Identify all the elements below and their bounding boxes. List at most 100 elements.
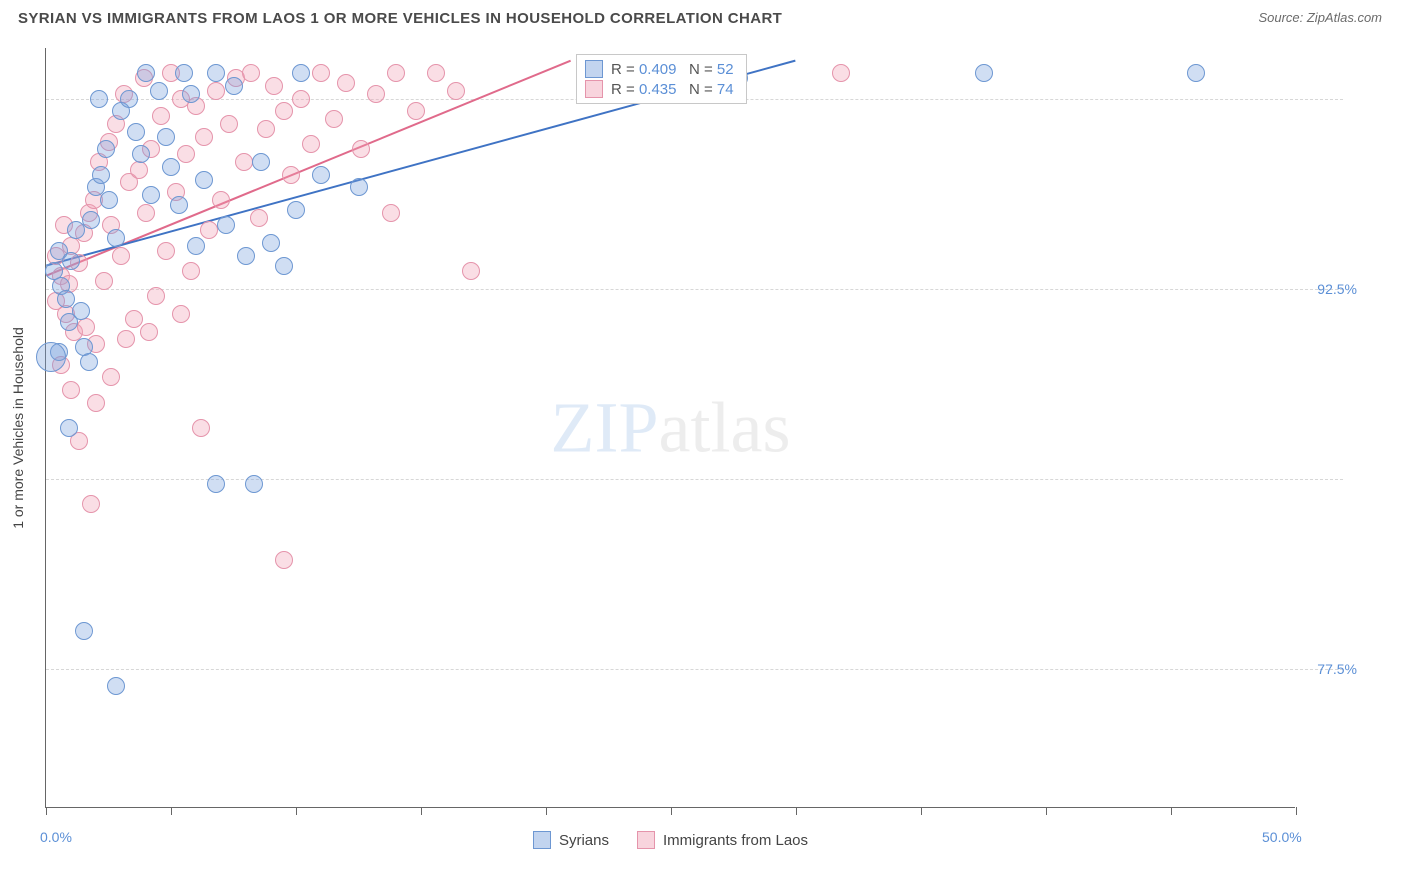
data-point: [250, 209, 268, 227]
data-point: [212, 191, 230, 209]
data-point: [182, 262, 200, 280]
data-point: [447, 82, 465, 100]
correlation-stats-box: R = 0.409 N = 52R = 0.435 N = 74: [576, 54, 747, 104]
data-point: [312, 166, 330, 184]
data-point: [100, 191, 118, 209]
data-point: [62, 381, 80, 399]
data-point: [207, 82, 225, 100]
data-point: [237, 247, 255, 265]
data-point: [207, 475, 225, 493]
data-point: [350, 178, 368, 196]
data-point: [337, 74, 355, 92]
data-point: [150, 82, 168, 100]
chart-title: SYRIAN VS IMMIGRANTS FROM LAOS 1 OR MORE…: [18, 10, 782, 27]
data-point: [90, 90, 108, 108]
data-point: [387, 64, 405, 82]
data-point: [235, 153, 253, 171]
data-point: [152, 107, 170, 125]
data-point: [95, 272, 113, 290]
data-point: [217, 216, 235, 234]
data-point: [195, 171, 213, 189]
data-point: [112, 247, 130, 265]
gridline: [46, 669, 1343, 670]
data-point: [120, 90, 138, 108]
data-point: [187, 237, 205, 255]
data-point: [142, 186, 160, 204]
gridline: [46, 289, 1343, 290]
x-tick: [796, 807, 797, 815]
x-tick: [1171, 807, 1172, 815]
data-point: [262, 234, 280, 252]
data-point: [82, 211, 100, 229]
legend-swatch: [533, 831, 551, 849]
data-point: [132, 145, 150, 163]
legend-item: Syrians: [533, 831, 609, 849]
x-tick: [1046, 807, 1047, 815]
data-point: [127, 123, 145, 141]
data-point: [170, 196, 188, 214]
data-point: [87, 394, 105, 412]
series-legend: Syrians Immigrants from Laos: [46, 831, 1295, 849]
x-tick: [546, 807, 547, 815]
data-point: [177, 145, 195, 163]
data-point: [462, 262, 480, 280]
data-point: [57, 290, 75, 308]
data-point: [1187, 64, 1205, 82]
data-point: [137, 204, 155, 222]
data-point: [162, 158, 180, 176]
data-point: [195, 128, 213, 146]
x-tick: [1296, 807, 1297, 815]
data-point: [157, 242, 175, 260]
data-point: [275, 551, 293, 569]
data-point: [325, 110, 343, 128]
data-point: [107, 677, 125, 695]
y-tick-label: 77.5%: [1317, 661, 1357, 677]
data-point: [182, 85, 200, 103]
y-axis-title: 1 or more Vehicles in Household: [10, 327, 26, 529]
data-point: [140, 323, 158, 341]
data-point: [172, 305, 190, 323]
data-point: [137, 64, 155, 82]
data-point: [282, 166, 300, 184]
data-point: [242, 64, 260, 82]
data-point-large: [36, 342, 66, 372]
x-tick: [296, 807, 297, 815]
x-tick: [46, 807, 47, 815]
data-point: [102, 368, 120, 386]
data-point: [130, 161, 148, 179]
data-point: [275, 257, 293, 275]
data-point: [352, 140, 370, 158]
data-point: [292, 90, 310, 108]
data-point: [62, 252, 80, 270]
data-point: [382, 204, 400, 222]
data-point: [157, 128, 175, 146]
scatter-plot: 77.5%92.5%0.0%50.0% 1 or more Vehicles i…: [45, 48, 1295, 808]
data-point: [367, 85, 385, 103]
data-point: [125, 310, 143, 328]
data-point: [275, 102, 293, 120]
data-point: [220, 115, 238, 133]
data-point: [192, 419, 210, 437]
data-point: [75, 622, 93, 640]
legend-label: Syrians: [559, 832, 609, 849]
data-point: [175, 64, 193, 82]
stats-text: R = 0.409 N = 52: [611, 61, 734, 78]
data-point: [200, 221, 218, 239]
data-point: [82, 495, 100, 513]
data-point: [207, 64, 225, 82]
legend-swatch: [585, 80, 603, 98]
data-point: [92, 166, 110, 184]
y-tick-label: 92.5%: [1317, 281, 1357, 297]
data-point: [312, 64, 330, 82]
legend-swatch: [637, 831, 655, 849]
data-point: [107, 229, 125, 247]
data-point: [302, 135, 320, 153]
legend-item: Immigrants from Laos: [637, 831, 808, 849]
data-point: [225, 77, 243, 95]
x-tick: [421, 807, 422, 815]
data-point: [60, 419, 78, 437]
data-point: [265, 77, 283, 95]
data-point: [252, 153, 270, 171]
stats-row: R = 0.435 N = 74: [585, 79, 734, 99]
data-point: [292, 64, 310, 82]
